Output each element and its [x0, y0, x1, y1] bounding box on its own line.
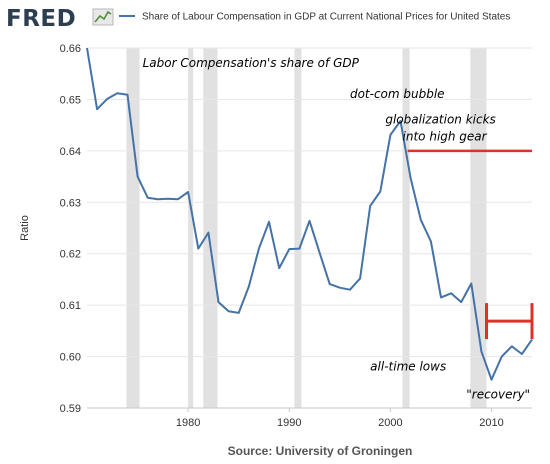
- data-point-1988[interactable]: [267, 220, 271, 224]
- data-point-1980[interactable]: [186, 190, 190, 194]
- grid-lines: [87, 47, 532, 409]
- fred-logo-icon: [92, 8, 114, 26]
- recession-shading-layer: [126, 48, 487, 408]
- data-point-1976[interactable]: [146, 196, 150, 200]
- recovery-bracket-marker: [484, 303, 534, 340]
- data-point-2014[interactable]: [530, 338, 534, 342]
- plot-area: Labor Compensation's share of GDP dot-com…: [60, 43, 534, 429]
- y-tick-label: 0.63: [60, 197, 81, 209]
- legend-label[interactable]: Share of Labour Compensation in GDP at C…: [142, 12, 510, 23]
- data-point-2013[interactable]: [520, 352, 524, 356]
- data-point-1982[interactable]: [206, 231, 210, 235]
- data-point-1978[interactable]: [166, 197, 170, 201]
- fred-header: FRED Share of Labour Compensation in GDP…: [6, 6, 510, 32]
- y-tick-label: 0.59: [60, 403, 81, 415]
- recession-band-1: [188, 48, 194, 408]
- data-point-1984[interactable]: [227, 309, 231, 313]
- data-point-1975[interactable]: [136, 175, 140, 179]
- series-layer: [85, 46, 534, 382]
- data-point-2007[interactable]: [459, 300, 463, 304]
- data-point-1996[interactable]: [348, 288, 352, 292]
- y-tick-label: 0.66: [60, 43, 81, 55]
- data-point-1986[interactable]: [247, 285, 251, 289]
- y-axis-label: Ratio: [19, 215, 31, 241]
- y-tick-label: 0.61: [60, 300, 81, 312]
- y-tick-label: 0.60: [60, 352, 81, 364]
- annotation-text: dot-com bubble: [350, 87, 445, 101]
- y-tick-label: 0.64: [60, 146, 81, 158]
- fred-logo-text: FRED: [6, 6, 76, 32]
- data-point-2000[interactable]: [388, 133, 392, 137]
- data-point-1987[interactable]: [257, 247, 261, 251]
- recession-band-4: [402, 48, 410, 408]
- annotation-text: Labor Compensation's share of GDP: [143, 56, 360, 70]
- data-point-2004[interactable]: [429, 239, 433, 243]
- data-point-1981[interactable]: [196, 247, 200, 251]
- x-tick-label: 2000: [378, 417, 402, 429]
- x-tick-label: 1980: [176, 417, 200, 429]
- annotation-texts: Labor Compensation's share of GDP dot-com…: [143, 56, 530, 402]
- data-point-2005[interactable]: [439, 295, 443, 299]
- data-point-2003[interactable]: [419, 218, 423, 222]
- annotation-markers: [407, 149, 534, 340]
- annotation-text: all-time lows: [370, 359, 446, 373]
- data-point-1991[interactable]: [297, 247, 301, 251]
- data-point-1974[interactable]: [125, 93, 129, 97]
- source-text: Source: University of Groningen: [228, 444, 413, 458]
- data-point-2010[interactable]: [490, 378, 494, 382]
- data-point-2011[interactable]: [500, 355, 504, 359]
- data-point-1970[interactable]: [85, 46, 89, 50]
- data-point-1972[interactable]: [105, 97, 109, 101]
- data-point-1990[interactable]: [287, 247, 291, 251]
- x-axis-ticks: 1980 1990 2000 2010: [176, 408, 504, 429]
- data-point-2012[interactable]: [510, 344, 514, 348]
- recession-band-3: [294, 48, 302, 408]
- data-point-1995[interactable]: [338, 286, 342, 290]
- data-point-2008[interactable]: [469, 282, 473, 286]
- data-point-1999[interactable]: [378, 189, 382, 193]
- data-point-1992[interactable]: [308, 219, 312, 223]
- data-point-1983[interactable]: [216, 300, 220, 304]
- data-point-1993[interactable]: [318, 251, 322, 255]
- x-tick-label: 1990: [277, 417, 301, 429]
- x-tick-label: 2010: [479, 417, 503, 429]
- data-point-1973[interactable]: [115, 91, 119, 95]
- y-axis-ticks: 0.59 0.60 0.61 0.62 0.63 0.64 0.65 0.66: [60, 43, 81, 415]
- data-point-1971[interactable]: [95, 107, 99, 111]
- y-tick-label: 0.65: [60, 94, 81, 106]
- data-point-1977[interactable]: [156, 197, 160, 201]
- data-point-1998[interactable]: [368, 204, 372, 208]
- data-point-1989[interactable]: [277, 266, 281, 270]
- series-line[interactable]: [86, 47, 533, 381]
- recession-band-2: [203, 48, 218, 408]
- data-point-1997[interactable]: [358, 276, 362, 280]
- data-point-1979[interactable]: [176, 197, 180, 201]
- y-tick-label: 0.62: [60, 249, 81, 261]
- recession-band-5: [470, 48, 487, 408]
- recession-band-0: [126, 48, 140, 408]
- data-point-2002[interactable]: [409, 176, 413, 180]
- annotation-text: globalization kicks: [385, 113, 495, 127]
- annotation-text: into high gear: [403, 130, 488, 144]
- annotation-text: "recovery": [466, 388, 530, 402]
- data-point-2009[interactable]: [479, 349, 483, 353]
- data-point-1994[interactable]: [328, 282, 332, 286]
- data-point-2006[interactable]: [449, 291, 453, 295]
- data-point-1985[interactable]: [237, 311, 241, 315]
